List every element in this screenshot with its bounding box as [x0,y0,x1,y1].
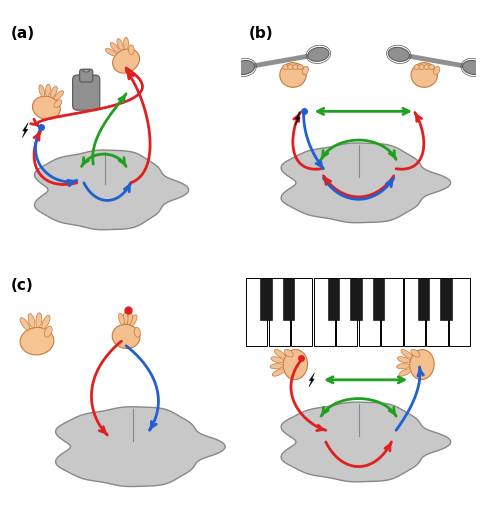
Polygon shape [71,212,139,222]
Ellipse shape [288,64,293,70]
Ellipse shape [127,313,132,325]
Ellipse shape [134,328,140,337]
Ellipse shape [44,326,52,337]
Bar [336,278,358,346]
Bar [372,278,384,320]
Ellipse shape [280,63,306,88]
Ellipse shape [50,86,57,97]
Ellipse shape [117,39,123,50]
Polygon shape [309,373,314,387]
Bar [327,278,339,320]
Polygon shape [96,468,170,478]
Ellipse shape [106,48,116,56]
Ellipse shape [112,324,140,348]
Ellipse shape [110,42,119,52]
Bar [283,278,294,320]
Ellipse shape [283,350,308,379]
Ellipse shape [54,91,63,100]
Ellipse shape [272,369,284,376]
Ellipse shape [36,313,42,328]
Ellipse shape [302,66,309,75]
Ellipse shape [124,37,129,49]
Bar [350,278,362,320]
Ellipse shape [233,60,255,74]
Polygon shape [295,111,300,125]
Ellipse shape [283,64,288,70]
Ellipse shape [411,63,437,88]
Bar [246,278,267,346]
Ellipse shape [293,64,298,70]
Bar [440,278,452,320]
Ellipse shape [54,100,62,107]
Ellipse shape [28,313,35,328]
Ellipse shape [130,315,137,326]
Ellipse shape [119,313,124,325]
Text: (b): (b) [249,26,273,41]
Polygon shape [281,143,451,223]
Bar [291,278,312,346]
Polygon shape [322,464,396,474]
Ellipse shape [20,318,30,330]
Ellipse shape [433,66,440,75]
Ellipse shape [284,350,293,357]
Bar [359,278,380,346]
Ellipse shape [388,47,409,61]
Ellipse shape [396,364,410,369]
Ellipse shape [129,45,134,54]
Ellipse shape [275,350,286,358]
Text: (c): (c) [11,278,34,293]
Ellipse shape [46,84,50,96]
Ellipse shape [463,60,480,74]
Ellipse shape [410,350,434,379]
Ellipse shape [42,315,50,329]
Bar [404,278,425,346]
Ellipse shape [83,70,89,72]
Ellipse shape [20,328,54,355]
Ellipse shape [39,85,45,97]
Bar [260,278,272,320]
Polygon shape [322,204,396,215]
Ellipse shape [33,96,60,119]
Polygon shape [56,407,225,486]
Bar [449,278,470,346]
Ellipse shape [123,312,128,324]
Bar [381,278,403,346]
FancyBboxPatch shape [80,69,93,82]
FancyBboxPatch shape [72,75,100,110]
Ellipse shape [270,364,283,369]
Ellipse shape [419,64,425,70]
Ellipse shape [411,350,420,357]
Ellipse shape [113,49,140,73]
Polygon shape [22,123,28,138]
Bar [269,278,290,346]
Ellipse shape [401,350,412,358]
Text: (d): (d) [249,278,273,293]
Ellipse shape [308,47,329,61]
Text: (a): (a) [11,26,36,41]
Polygon shape [35,150,189,230]
Ellipse shape [424,64,430,70]
Bar [426,278,447,346]
Ellipse shape [414,64,420,70]
Bar [418,278,429,320]
Polygon shape [281,402,451,482]
Ellipse shape [271,357,284,363]
Ellipse shape [298,64,303,70]
Ellipse shape [399,369,411,376]
Ellipse shape [429,64,434,70]
Bar [314,278,335,346]
Ellipse shape [397,357,410,363]
